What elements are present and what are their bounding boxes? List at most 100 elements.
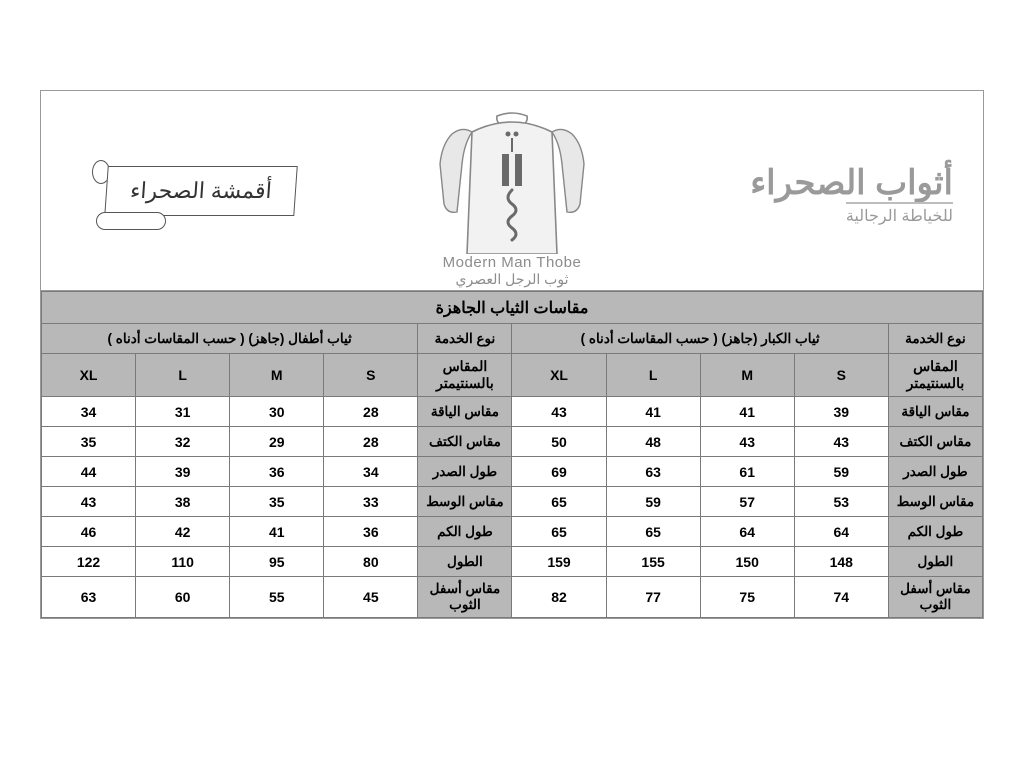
table-row: 1221109580الطول159155150148الطول	[42, 547, 983, 577]
cell-value: 57	[700, 487, 794, 517]
cell-value: 55	[230, 577, 324, 618]
cell-value: 59	[606, 487, 700, 517]
cell-value: 64	[700, 517, 794, 547]
table-row: 46424136طول الكم65656464طول الكم	[42, 517, 983, 547]
cell-value: 75	[700, 577, 794, 618]
cell-value: 28	[324, 397, 418, 427]
row-label: مقاس الياقة	[888, 397, 982, 427]
cell-value: 148	[794, 547, 888, 577]
adult-size-m: M	[700, 354, 794, 397]
cell-value: 29	[230, 427, 324, 457]
cell-value: 155	[606, 547, 700, 577]
cell-value: 61	[700, 457, 794, 487]
service-label-2: نوع الخدمة	[418, 324, 512, 354]
cell-value: 74	[794, 577, 888, 618]
cell-value: 53	[794, 487, 888, 517]
brand-block: أثواب الصحراء للخياطة الرجالية	[693, 165, 953, 226]
table-row: 63605545مقاس أسفل الثوب82777574مقاس أسفل…	[42, 577, 983, 618]
cell-value: 39	[136, 457, 230, 487]
row-label: مقاس الكتف	[418, 427, 512, 457]
cell-value: 64	[794, 517, 888, 547]
table-row: 35322928مقاس الكتف50484343مقاس الكتف	[42, 427, 983, 457]
adult-size-l: L	[606, 354, 700, 397]
cell-value: 150	[700, 547, 794, 577]
cell-value: 95	[230, 547, 324, 577]
cell-value: 42	[136, 517, 230, 547]
cell-value: 36	[230, 457, 324, 487]
cell-value: 41	[230, 517, 324, 547]
kids-header: ثياب أطفال (جاهز) ( حسب المقاسات أدناه )	[42, 324, 418, 354]
cell-value: 43	[42, 487, 136, 517]
cell-value: 48	[606, 427, 700, 457]
adult-header: ثياب الكبار (جاهز) ( حسب المقاسات أدناه …	[512, 324, 888, 354]
cell-value: 77	[606, 577, 700, 618]
adult-size-s: S	[794, 354, 888, 397]
cell-value: 59	[794, 457, 888, 487]
row-label: طول الكم	[888, 517, 982, 547]
cell-value: 41	[606, 397, 700, 427]
table-row: 44393634طول الصدر69636159طول الصدر	[42, 457, 983, 487]
scroll-label: أقمشة الصحراء	[129, 178, 272, 204]
table-row: 43383533مقاس الوسط65595753مقاس الوسط	[42, 487, 983, 517]
kids-size-xl: XL	[42, 354, 136, 397]
adult-size-xl: XL	[512, 354, 606, 397]
cell-value: 65	[512, 517, 606, 547]
row-label: مقاس الوسط	[418, 487, 512, 517]
center-title-en: Modern Man Thobe	[443, 254, 582, 271]
service-label-1: نوع الخدمة	[888, 324, 982, 354]
kids-size-m: M	[230, 354, 324, 397]
cell-value: 65	[512, 487, 606, 517]
size-table: مقاسات الثياب الجاهزة ثياب أطفال (جاهز) …	[41, 291, 983, 618]
center-logo: Modern Man Thobe ثوب الرجل العصري	[352, 104, 672, 288]
cell-value: 65	[606, 517, 700, 547]
row-label: الطول	[888, 547, 982, 577]
cell-value: 43	[794, 427, 888, 457]
cell-value: 33	[324, 487, 418, 517]
row-label: الطول	[418, 547, 512, 577]
kids-size-s: S	[324, 354, 418, 397]
cell-value: 35	[230, 487, 324, 517]
row-label: مقاس الكتف	[888, 427, 982, 457]
cell-value: 44	[42, 457, 136, 487]
cell-value: 41	[700, 397, 794, 427]
cell-value: 39	[794, 397, 888, 427]
cell-value: 110	[136, 547, 230, 577]
cell-value: 31	[136, 397, 230, 427]
cell-value: 38	[136, 487, 230, 517]
cell-value: 28	[324, 427, 418, 457]
cell-value: 80	[324, 547, 418, 577]
cell-value: 43	[700, 427, 794, 457]
row-label: طول الكم	[418, 517, 512, 547]
cell-value: 35	[42, 427, 136, 457]
row-label: مقاس أسفل الثوب	[888, 577, 982, 618]
cell-value: 82	[512, 577, 606, 618]
header: أقمشة الصحراء Modern Man Thobe ثوب الرجل…	[41, 91, 983, 291]
size-chart-frame: أقمشة الصحراء Modern Man Thobe ثوب الرجل…	[40, 90, 984, 619]
table-title: مقاسات الثياب الجاهزة	[42, 292, 983, 324]
thobe-icon	[402, 104, 622, 254]
cell-value: 36	[324, 517, 418, 547]
row-label: طول الصدر	[418, 457, 512, 487]
cell-value: 32	[136, 427, 230, 457]
cell-value: 63	[42, 577, 136, 618]
brand-sub: للخياطة الرجالية	[846, 202, 953, 226]
cell-value: 63	[606, 457, 700, 487]
cell-value: 69	[512, 457, 606, 487]
cell-value: 43	[512, 397, 606, 427]
brand-main: أثواب الصحراء	[693, 165, 953, 202]
cell-value: 34	[42, 397, 136, 427]
cell-value: 30	[230, 397, 324, 427]
cell-value: 45	[324, 577, 418, 618]
row-label: مقاس أسفل الثوب	[418, 577, 512, 618]
cell-value: 122	[42, 547, 136, 577]
cell-value: 159	[512, 547, 606, 577]
scroll-banner: أقمشة الصحراء	[71, 156, 331, 236]
cell-value: 46	[42, 517, 136, 547]
row-label: طول الصدر	[888, 457, 982, 487]
cell-value: 50	[512, 427, 606, 457]
cell-value: 34	[324, 457, 418, 487]
row-label: مقاس الياقة	[418, 397, 512, 427]
unit-label-2: المقاس بالسنتيمتر	[418, 354, 512, 397]
kids-size-l: L	[136, 354, 230, 397]
row-label: مقاس الوسط	[888, 487, 982, 517]
